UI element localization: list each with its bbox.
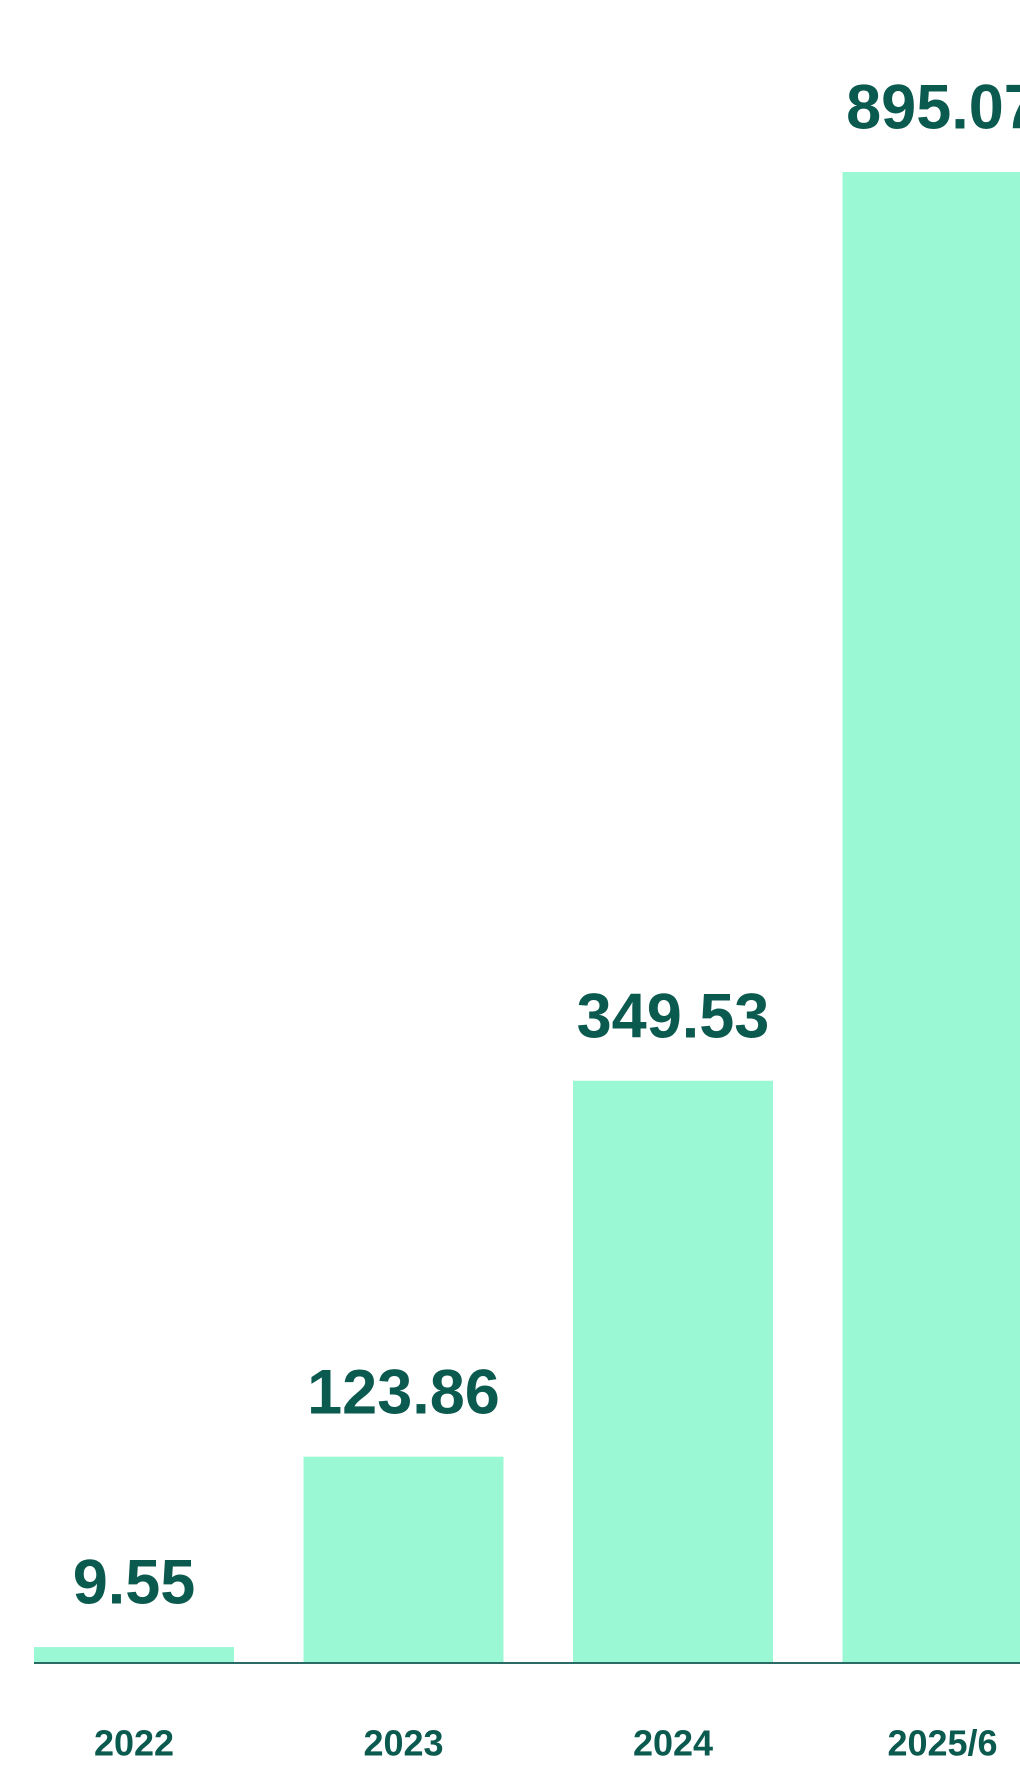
value-label: 123.86 <box>307 1357 500 1427</box>
x-tick-label: 2022 <box>94 1723 174 1764</box>
x-tick-label: 2024 <box>633 1723 713 1764</box>
bar <box>842 172 1020 1663</box>
x-tick-label: 2023 <box>363 1723 443 1764</box>
value-label: 9.55 <box>73 1548 196 1618</box>
value-label: 895.07 <box>846 73 1020 143</box>
bar <box>34 1647 234 1663</box>
value-label: 349.53 <box>577 981 770 1051</box>
bar <box>573 1080 773 1663</box>
bar <box>303 1456 504 1663</box>
x-tick-label: 2025/6 <box>887 1723 997 1764</box>
